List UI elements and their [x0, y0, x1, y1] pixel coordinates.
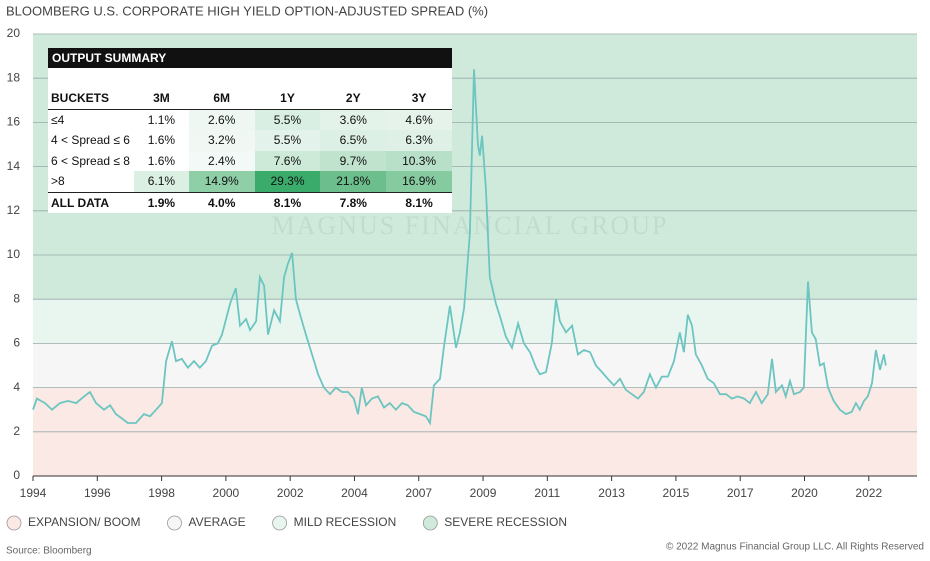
table-cell: 21.8% — [320, 171, 387, 192]
band — [33, 299, 917, 344]
table-row: 4 < Spread ≤ 6 1.6% 3.2% 5.5% 6.5% 6.3% — [48, 130, 452, 151]
copyright: © 2022 Magnus Financial Group LLC. All R… — [666, 542, 924, 553]
x-tick-label: 2007 — [405, 486, 432, 500]
table-cell: 3.2% — [188, 130, 255, 151]
table-cell: 2.6% — [188, 109, 255, 130]
legend-swatch — [272, 515, 288, 531]
y-tick-label: 14 — [7, 159, 21, 173]
table-cell: 9.7% — [320, 150, 387, 171]
x-tick-label: 2002 — [277, 486, 304, 500]
y-tick-label: 10 — [7, 247, 21, 261]
x-tick-label: 2004 — [341, 486, 368, 500]
x-tick-label: 1996 — [84, 486, 111, 500]
legend-label: MILD RECESSION — [294, 515, 397, 529]
y-tick-label: 8 — [13, 291, 20, 305]
total-cell: 7.8% — [320, 191, 387, 213]
chart-title: BLOOMBERG U.S. CORPORATE HIGH YIELD OPTI… — [6, 3, 488, 18]
x-tick-label: 2020 — [791, 486, 818, 500]
legend-swatch — [6, 515, 22, 531]
table-row: ≤4 1.1% 2.6% 5.5% 3.6% 4.6% — [48, 109, 452, 130]
x-tick-label: 2022 — [855, 486, 882, 500]
x-tick-label: 2015 — [663, 486, 690, 500]
y-tick-label: 12 — [7, 203, 21, 217]
table-cell: 10.3% — [386, 150, 452, 171]
table-row: >8 6.1% 14.9% 29.3% 21.8% 16.9% — [48, 171, 452, 192]
table-cell: ≤4 — [48, 109, 134, 130]
table-cell: 2.4% — [188, 150, 255, 171]
spread-line — [32, 69, 887, 426]
table-cell: 7.6% — [254, 150, 321, 171]
table-cell: 16.9% — [386, 171, 452, 192]
y-tick-label: 2 — [13, 424, 20, 438]
table-cell: 1.1% — [134, 109, 189, 130]
legend-label: SEVERE RECESSION — [444, 515, 567, 529]
table-grid: BUCKETS 3M 6M 1Y 2Y 3Y ≤4 1.1% 2.6% 5.5% 3.6% 4.6% 4… — [48, 88, 452, 213]
legend-label: EXPANSION/ BOOM — [28, 515, 140, 529]
header-cell: 6M — [188, 88, 255, 110]
header-row: BUCKETS 3M 6M 1Y 2Y 3Y — [48, 88, 452, 110]
total-cell: ALL DATA — [48, 191, 134, 213]
table-cell: 1.6% — [134, 150, 189, 171]
header-cell: 1Y — [254, 88, 321, 110]
y-tick-label: 18 — [7, 70, 21, 84]
x-tick-label: 2009 — [470, 486, 497, 500]
total-row: ALL DATA 1.9% 4.0% 8.1% 7.8% 8.1% — [48, 191, 452, 213]
table-cell: 1.6% — [134, 130, 189, 151]
total-cell: 8.1% — [254, 191, 321, 213]
source: Source: Bloomberg — [6, 546, 92, 557]
table-row: 6 < Spread ≤ 8 1.6% 2.4% 7.6% 9.7% 10.3% — [48, 150, 452, 171]
table-cell: 6 < Spread ≤ 8 — [48, 150, 134, 171]
table-cell: >8 — [48, 171, 134, 192]
y-tick-label: 16 — [7, 115, 21, 129]
total-cell: 1.9% — [134, 191, 189, 213]
table-title: OUTPUT SUMMARY — [48, 48, 452, 68]
summary-table: OUTPUT SUMMARY BUCKETS 3M 6M 1Y 2Y 3Y ≤4 1.1% 2.… — [48, 48, 452, 213]
x-tick-label: 2013 — [598, 486, 625, 500]
y-tick-label: 0 — [13, 468, 20, 482]
header-cell: 3M — [134, 88, 189, 110]
table-cell: 4.6% — [386, 109, 452, 130]
y-tick-label: 20 — [7, 26, 21, 40]
x-tick-label: 1994 — [20, 486, 47, 500]
table-cell: 4 < Spread ≤ 6 — [48, 130, 134, 151]
header-cell: BUCKETS — [48, 88, 134, 110]
legend-swatch — [167, 515, 182, 531]
total-cell: 4.0% — [188, 191, 255, 213]
header-cell: 3Y — [386, 88, 452, 110]
x-tick-label: 2011 — [534, 486, 560, 500]
x-tick-label: 1998 — [148, 486, 175, 500]
table-cell: 6.5% — [320, 130, 387, 151]
legend-label: AVERAGE — [188, 515, 245, 529]
table-cell: 3.6% — [320, 109, 387, 130]
x-tick-label: 2000 — [213, 486, 240, 500]
header-cell: 2Y — [320, 88, 387, 110]
table-cell: 14.9% — [188, 171, 255, 192]
table-cell: 5.5% — [254, 109, 321, 130]
total-cell: 8.1% — [386, 191, 452, 213]
legend-swatch — [422, 515, 438, 531]
x-tick-label: 2017 — [727, 486, 754, 500]
y-tick-label: 4 — [13, 380, 20, 394]
table-cell: 6.1% — [134, 171, 189, 192]
table-cell: 5.5% — [254, 130, 321, 151]
table-cell: 29.3% — [254, 171, 321, 192]
y-tick-label: 6 — [13, 336, 20, 350]
table-cell: 6.3% — [386, 130, 452, 151]
